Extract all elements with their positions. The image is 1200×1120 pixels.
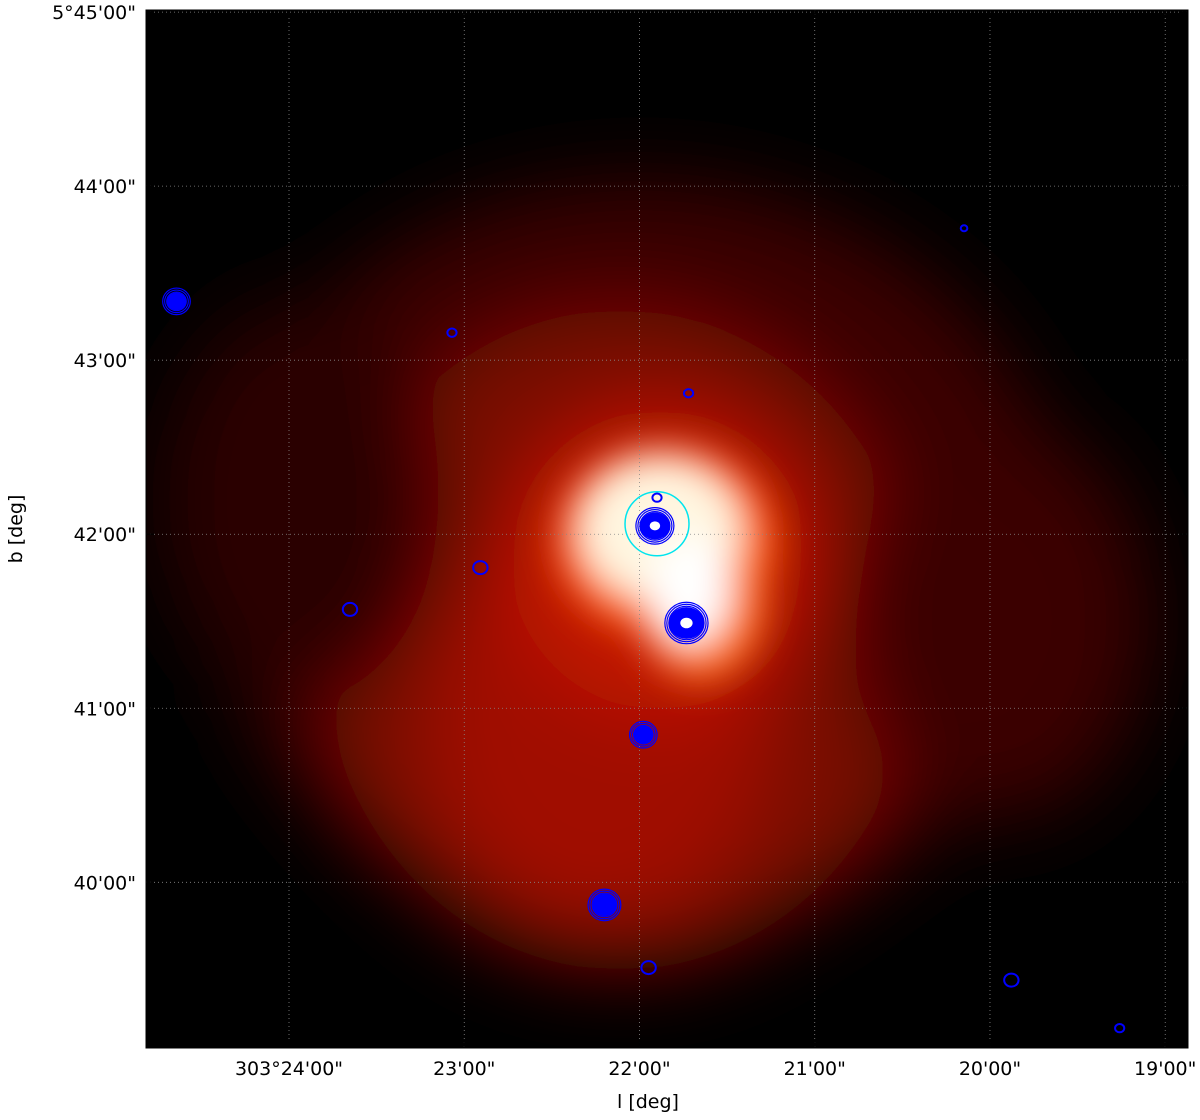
x-tick-label: 21'00" — [784, 1058, 846, 1080]
contour-fill — [592, 893, 617, 917]
y-tick-label: 43'00" — [74, 350, 136, 372]
contour-line — [635, 507, 675, 545]
contour-line — [664, 601, 709, 645]
y-tick-label: 42'00" — [74, 524, 136, 546]
contour-source — [446, 327, 458, 338]
plot-frame — [145, 9, 1189, 1049]
ticks: 303°24'00" 23'00" 22'00" 21'00" 20'00" 19'00"… — [52, 2, 1196, 1080]
contour-line — [591, 892, 618, 918]
contour-peak — [649, 521, 661, 531]
contour-line — [1114, 1023, 1126, 1034]
contour-line — [164, 289, 189, 314]
x-tick-label: 23'00" — [433, 1058, 495, 1080]
contour-source — [664, 601, 709, 645]
contour-sources — [124, 224, 1126, 1034]
y-tick-label: 5°45'00" — [52, 2, 136, 24]
x-tick-label: 19'00" — [1134, 1058, 1196, 1080]
contour-source — [651, 492, 663, 503]
contour-source — [640, 960, 657, 976]
contour-source — [635, 507, 675, 545]
cyan-circle-marker — [624, 491, 690, 557]
contour-source — [628, 720, 658, 749]
contour-source — [341, 601, 359, 617]
contour-line — [682, 388, 695, 399]
x-tick-label: 303°24'00" — [235, 1058, 343, 1080]
y-tick-label: 44'00" — [74, 176, 136, 198]
contour-line — [959, 224, 969, 233]
contour-line — [587, 888, 622, 922]
contour-line — [628, 720, 658, 749]
grid — [146, 10, 1188, 1048]
contour-line — [341, 601, 359, 617]
y-tick-label: 41'00" — [74, 698, 136, 720]
contour-line — [124, 549, 133, 557]
contour-source — [472, 560, 489, 576]
contour-peak — [680, 617, 693, 629]
contour-line — [166, 291, 187, 312]
contour-line — [639, 511, 671, 541]
contour-line — [637, 509, 673, 543]
contour-source — [682, 388, 695, 399]
contour-line — [668, 605, 705, 641]
contour-line — [640, 960, 657, 976]
contour-fill — [633, 725, 654, 744]
contour-source — [1003, 972, 1020, 988]
contour-line — [162, 287, 191, 316]
contour-line — [589, 890, 620, 920]
contour-line — [630, 722, 656, 747]
contour-line — [472, 560, 489, 576]
contour-line — [666, 603, 707, 643]
contour-line — [651, 492, 663, 503]
y-tick-label: 40'00" — [74, 872, 136, 894]
contour-line — [446, 327, 458, 338]
contour-line — [632, 724, 654, 745]
contour-source — [1114, 1023, 1126, 1034]
contour-source — [124, 549, 133, 557]
contour-fill — [166, 292, 187, 311]
image-area — [124, 10, 1188, 1048]
x-axis-label: l [deg] — [617, 1091, 679, 1113]
x-tick-label: 20'00" — [959, 1058, 1021, 1080]
contour-line — [1003, 972, 1020, 988]
contour-source — [587, 888, 622, 922]
contour-source — [959, 224, 969, 233]
y-axis-label: b [deg] — [5, 495, 27, 564]
x-tick-label: 22'00" — [608, 1058, 670, 1080]
contour-source — [162, 287, 191, 316]
